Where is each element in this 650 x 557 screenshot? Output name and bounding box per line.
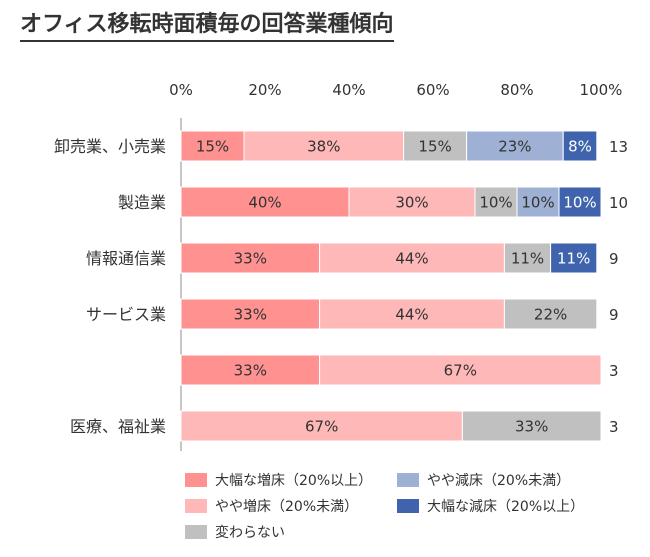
data-label: 40%	[248, 194, 281, 212]
legend-label: やや減床（20%未満）	[427, 473, 571, 489]
data-label: 44%	[395, 250, 428, 268]
legend-swatch	[397, 473, 419, 487]
chart-title: オフィス移転時面積毎の回答業種傾向	[20, 6, 394, 42]
bar-segment	[503, 298, 598, 330]
category-label: 卸売業、小売業	[54, 137, 166, 156]
legend-swatch	[185, 473, 207, 487]
data-label: 10%	[521, 194, 554, 212]
stacked-bar-chart: 0% 20% 40% 60% 80% 100% 卸売業、小売業製造業情報通信業サービス業医療…	[54, 81, 628, 451]
bar-segment	[319, 354, 602, 386]
bar-segment	[319, 242, 505, 274]
category-label: サービス業	[86, 305, 166, 324]
count-label: 9	[609, 306, 619, 324]
legend-item: 大幅な増床（20%以上）	[185, 470, 372, 490]
data-label: 22%	[534, 306, 567, 324]
count-label: 10	[609, 194, 628, 212]
legend-item: やや増床（20%未満）	[185, 496, 358, 516]
bar-segment	[503, 242, 552, 274]
legend-item: やや減床（20%未満）	[397, 470, 570, 490]
legend-label: 変わらない	[215, 525, 285, 541]
bar-segment	[319, 298, 505, 330]
data-label: 30%	[395, 194, 428, 212]
bar-segment	[550, 242, 598, 274]
data-label: 10%	[563, 194, 596, 212]
x-tick-label: 40%	[332, 81, 365, 99]
legend-swatch	[185, 525, 207, 539]
data-label: 10%	[479, 194, 512, 212]
x-tick-label: 0%	[169, 81, 193, 99]
data-label: 11%	[511, 250, 544, 268]
data-label: 38%	[307, 138, 340, 156]
category-label: 製造業	[118, 193, 166, 212]
data-label: 33%	[234, 362, 267, 380]
data-label: 33%	[234, 250, 267, 268]
count-label: 9	[609, 250, 619, 268]
bar-segment	[562, 130, 598, 162]
category-label: 医療、福祉業	[70, 417, 166, 436]
count-label: 3	[609, 362, 619, 380]
data-label: 8%	[568, 138, 592, 156]
x-tick-label: 100%	[580, 81, 623, 99]
axis-layer: 0% 20% 40% 60% 80% 100% 卸売業、小売業製造業情報通信業サービス業医療…	[54, 81, 622, 451]
bar-segment	[461, 410, 602, 442]
data-label: 67%	[444, 362, 477, 380]
legend-swatch	[185, 499, 207, 513]
bar-segment	[516, 186, 560, 218]
bar-segment	[466, 130, 564, 162]
legend-swatch	[397, 499, 419, 513]
x-tick-label: 80%	[500, 81, 533, 99]
bar-segment	[180, 186, 350, 218]
data-label: 67%	[305, 418, 338, 436]
bar-segment	[558, 186, 602, 218]
category-label: 情報通信業	[86, 249, 166, 268]
x-tick-label: 60%	[416, 81, 449, 99]
data-label: 44%	[395, 306, 428, 324]
legend-label: やや増床（20%未満）	[215, 499, 359, 515]
legend-label: 大幅な増床（20%以上）	[215, 473, 373, 489]
bars-layer: 15% 38% 15% 23% 8% 13 40% 30% 10% 10% 10% 10 33% 44% 1…	[180, 130, 628, 442]
data-label: 15%	[418, 138, 451, 156]
data-label: 33%	[234, 306, 267, 324]
data-label: 15%	[196, 138, 229, 156]
data-label: 23%	[498, 138, 531, 156]
bar-segment	[180, 354, 321, 386]
bar-segment	[180, 298, 321, 330]
legend-item: 変わらない	[185, 522, 285, 542]
x-tick-label: 20%	[248, 81, 281, 99]
legend-item: 大幅な減床（20%以上）	[397, 496, 584, 516]
data-label: 11%	[557, 250, 590, 268]
bar-segment	[180, 242, 321, 274]
legend-label: 大幅な減床（20%以上）	[427, 499, 585, 515]
data-label: 33%	[515, 418, 548, 436]
count-label: 13	[609, 138, 628, 156]
bar-segment	[474, 186, 518, 218]
count-label: 3	[609, 418, 619, 436]
